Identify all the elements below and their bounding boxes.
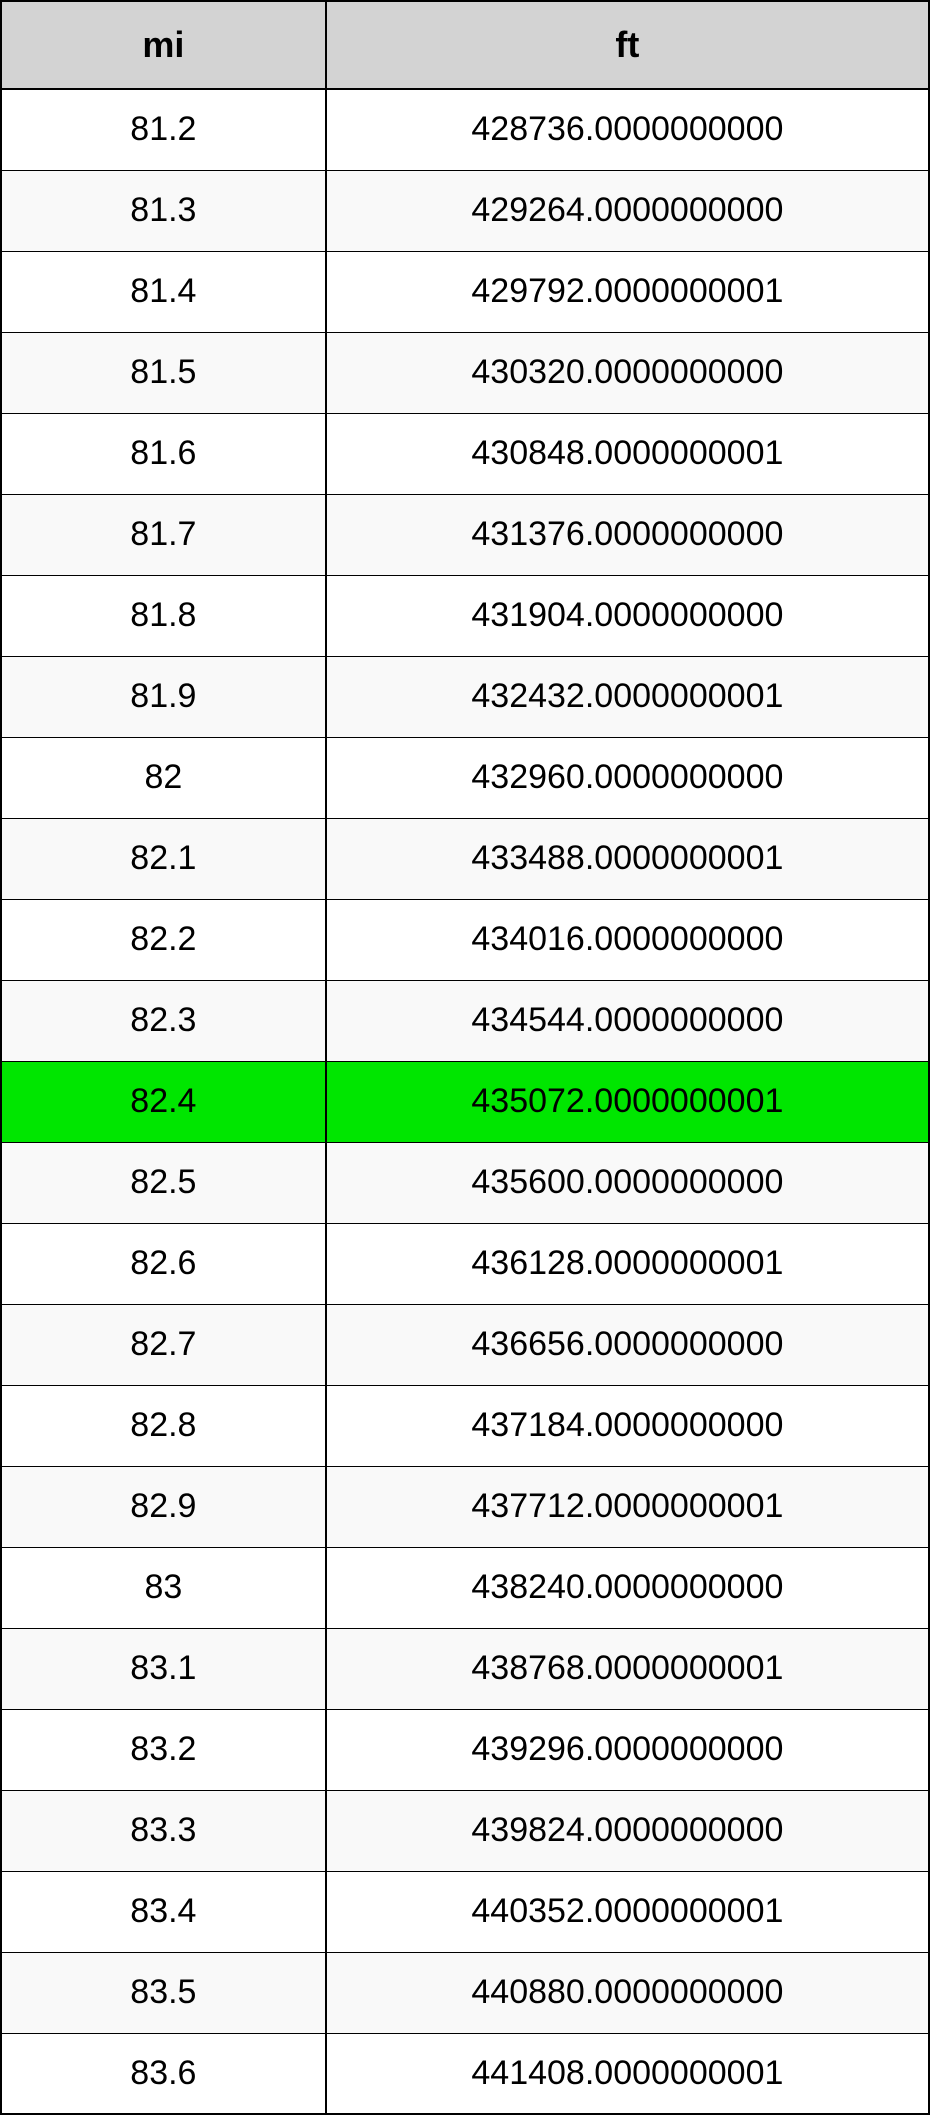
cell-mi: 83.1: [1, 1628, 326, 1709]
cell-ft: 432960.0000000000: [326, 737, 929, 818]
cell-mi: 81.6: [1, 413, 326, 494]
cell-ft: 441408.0000000001: [326, 2033, 929, 2114]
cell-mi: 82.4: [1, 1061, 326, 1142]
cell-mi: 81.3: [1, 170, 326, 251]
cell-mi: 82: [1, 737, 326, 818]
table-row: 81.7431376.0000000000: [1, 494, 929, 575]
table-row: 81.3429264.0000000000: [1, 170, 929, 251]
cell-mi: 81.4: [1, 251, 326, 332]
cell-ft: 435072.0000000001: [326, 1061, 929, 1142]
cell-ft: 429792.0000000001: [326, 251, 929, 332]
cell-mi: 83.6: [1, 2033, 326, 2114]
cell-ft: 436128.0000000001: [326, 1223, 929, 1304]
cell-mi: 82.5: [1, 1142, 326, 1223]
table-row: 82.3434544.0000000000: [1, 980, 929, 1061]
cell-ft: 429264.0000000000: [326, 170, 929, 251]
cell-mi: 81.7: [1, 494, 326, 575]
cell-mi: 82.6: [1, 1223, 326, 1304]
table-row: 81.6430848.0000000001: [1, 413, 929, 494]
table-row: 81.2428736.0000000000: [1, 89, 929, 170]
cell-mi: 83.4: [1, 1871, 326, 1952]
table-row: 81.8431904.0000000000: [1, 575, 929, 656]
table-row: 83.6441408.0000000001: [1, 2033, 929, 2114]
cell-ft: 431904.0000000000: [326, 575, 929, 656]
cell-ft: 438240.0000000000: [326, 1547, 929, 1628]
cell-ft: 440880.0000000000: [326, 1952, 929, 2033]
cell-ft: 439824.0000000000: [326, 1790, 929, 1871]
cell-ft: 437712.0000000001: [326, 1466, 929, 1547]
cell-ft: 428736.0000000000: [326, 89, 929, 170]
cell-mi: 81.2: [1, 89, 326, 170]
column-header-ft: ft: [326, 1, 929, 89]
table-row: 81.9432432.0000000001: [1, 656, 929, 737]
cell-ft: 435600.0000000000: [326, 1142, 929, 1223]
cell-mi: 82.9: [1, 1466, 326, 1547]
cell-mi: 83.3: [1, 1790, 326, 1871]
cell-ft: 438768.0000000001: [326, 1628, 929, 1709]
table-row: 82.2434016.0000000000: [1, 899, 929, 980]
table-row: 83.3439824.0000000000: [1, 1790, 929, 1871]
table-row: 83.1438768.0000000001: [1, 1628, 929, 1709]
column-header-mi: mi: [1, 1, 326, 89]
cell-mi: 82.1: [1, 818, 326, 899]
table-row: 82.9437712.0000000001: [1, 1466, 929, 1547]
cell-mi: 81.9: [1, 656, 326, 737]
cell-ft: 434544.0000000000: [326, 980, 929, 1061]
table-row: 82.8437184.0000000000: [1, 1385, 929, 1466]
cell-mi: 82.2: [1, 899, 326, 980]
cell-mi: 83: [1, 1547, 326, 1628]
cell-mi: 83.5: [1, 1952, 326, 2033]
cell-mi: 83.2: [1, 1709, 326, 1790]
cell-ft: 433488.0000000001: [326, 818, 929, 899]
cell-ft: 431376.0000000000: [326, 494, 929, 575]
cell-mi: 81.5: [1, 332, 326, 413]
cell-mi: 81.8: [1, 575, 326, 656]
cell-ft: 430848.0000000001: [326, 413, 929, 494]
table-row: 82432960.0000000000: [1, 737, 929, 818]
cell-ft: 436656.0000000000: [326, 1304, 929, 1385]
table-row: 82.4435072.0000000001: [1, 1061, 929, 1142]
cell-ft: 440352.0000000001: [326, 1871, 929, 1952]
conversion-table: mi ft 81.2428736.000000000081.3429264.00…: [0, 0, 930, 2115]
table-header: mi ft: [1, 1, 929, 89]
cell-ft: 439296.0000000000: [326, 1709, 929, 1790]
table-row: 82.1433488.0000000001: [1, 818, 929, 899]
table-row: 83.4440352.0000000001: [1, 1871, 929, 1952]
table-row: 82.7436656.0000000000: [1, 1304, 929, 1385]
table-row: 82.5435600.0000000000: [1, 1142, 929, 1223]
table-body: 81.2428736.000000000081.3429264.00000000…: [1, 89, 929, 2114]
cell-ft: 434016.0000000000: [326, 899, 929, 980]
cell-mi: 82.7: [1, 1304, 326, 1385]
cell-mi: 82.8: [1, 1385, 326, 1466]
cell-ft: 437184.0000000000: [326, 1385, 929, 1466]
table-row: 81.5430320.0000000000: [1, 332, 929, 413]
header-row: mi ft: [1, 1, 929, 89]
table-row: 83438240.0000000000: [1, 1547, 929, 1628]
table-row: 82.6436128.0000000001: [1, 1223, 929, 1304]
table-row: 83.2439296.0000000000: [1, 1709, 929, 1790]
cell-ft: 432432.0000000001: [326, 656, 929, 737]
table-row: 81.4429792.0000000001: [1, 251, 929, 332]
table-row: 83.5440880.0000000000: [1, 1952, 929, 2033]
cell-mi: 82.3: [1, 980, 326, 1061]
cell-ft: 430320.0000000000: [326, 332, 929, 413]
